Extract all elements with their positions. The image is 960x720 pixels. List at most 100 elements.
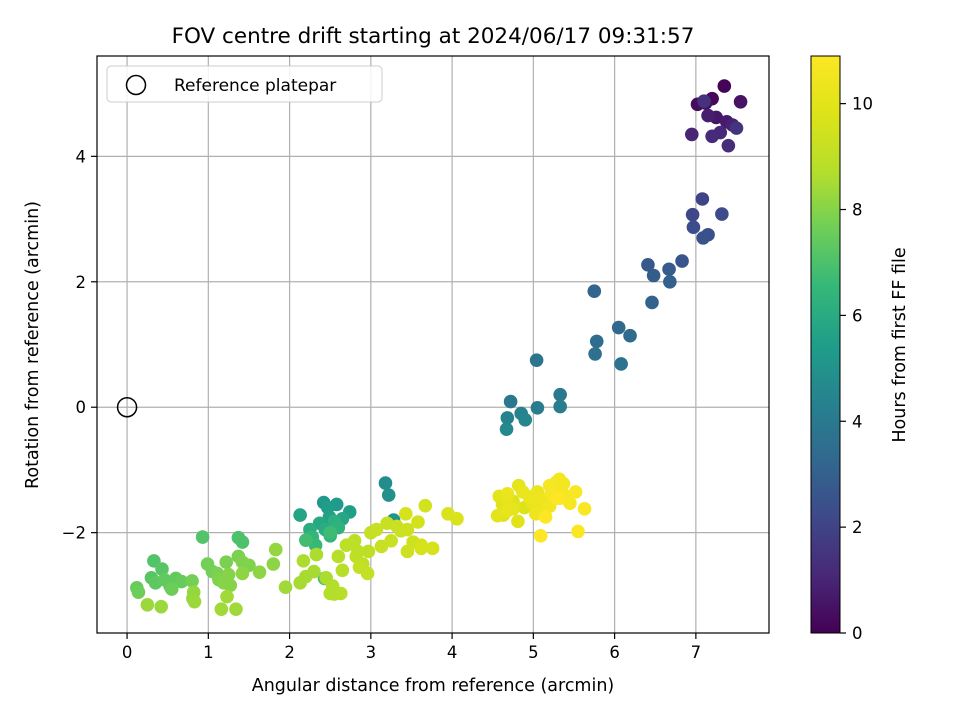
data-point [381, 488, 396, 502]
data-point [195, 530, 210, 544]
x-tick-label: 5 [528, 643, 539, 662]
data-point [556, 476, 571, 491]
data-point [185, 574, 199, 588]
data-points [130, 79, 748, 616]
y-axis-ticks: −2 0 2 4 [62, 147, 97, 543]
data-point [400, 522, 415, 537]
data-point [398, 507, 413, 521]
data-point [696, 231, 710, 245]
data-point [378, 476, 393, 490]
data-point [705, 129, 719, 144]
data-point [361, 544, 376, 559]
grid-lines [97, 56, 769, 633]
data-point [553, 399, 567, 414]
data-point [235, 535, 250, 549]
data-point [323, 525, 338, 540]
data-point [384, 534, 398, 548]
data-point [155, 562, 169, 576]
legend-box [106, 65, 383, 103]
data-point [511, 514, 525, 529]
colorbar-tick-label: 4 [852, 412, 863, 431]
data-point [278, 580, 293, 595]
legend-entry-reference-platepar: Reference platepar [174, 76, 336, 96]
plot-frame [96, 55, 770, 634]
data-point [157, 572, 172, 587]
data-point [697, 94, 711, 108]
data-point [174, 574, 189, 589]
data-point [701, 108, 715, 123]
colorbar-label: Hours from first FF file [890, 247, 910, 442]
x-tick-label: 4 [447, 643, 458, 662]
data-point [518, 412, 533, 427]
data-point [695, 192, 710, 206]
data-point [333, 586, 348, 601]
colorbar-tick-label: 0 [852, 624, 863, 643]
data-point [500, 486, 515, 501]
data-point [685, 207, 700, 222]
data-point [131, 585, 146, 600]
data-point [252, 565, 267, 579]
data-point [331, 549, 346, 564]
plot-area [96, 55, 770, 634]
data-point [214, 602, 229, 616]
data-point [187, 594, 202, 609]
data-point [538, 510, 553, 524]
data-point [309, 547, 324, 562]
data-point [500, 411, 515, 425]
x-tick-label: 0 [122, 643, 133, 662]
x-tick-label: 1 [203, 643, 214, 662]
data-point [229, 602, 243, 616]
data-point [293, 508, 307, 522]
data-point [499, 422, 514, 436]
data-point [221, 567, 236, 582]
data-point [268, 542, 283, 557]
data-point [553, 387, 567, 402]
y-axis-label: Rotation from reference (arcmin) [23, 201, 43, 489]
colorbar: 0 2 4 6 8 10 Hours from first FF file [810, 55, 910, 643]
data-point [154, 599, 168, 614]
legend-reference-marker [125, 74, 147, 96]
data-point [614, 357, 628, 371]
x-axis-label: Angular distance from reference (arcmin) [252, 676, 615, 696]
data-point [662, 262, 676, 277]
data-point [425, 541, 440, 556]
data-point [530, 401, 545, 415]
data-point [550, 491, 565, 505]
y-tick-label: 2 [76, 273, 87, 292]
data-point [219, 555, 233, 569]
x-tick-label: 6 [609, 643, 620, 662]
y-tick-label: −2 [62, 524, 86, 543]
data-point [588, 347, 602, 361]
chart-title: FOV centre drift starting at 2024/06/17 … [172, 24, 695, 49]
colorbar-tick-label: 6 [852, 306, 863, 325]
colorbar-ticks: 0 2 4 6 8 10 [840, 95, 873, 643]
colorbar-tick-label: 2 [852, 518, 863, 537]
x-tick-label: 2 [284, 643, 295, 662]
colorbar-tick-label: 10 [852, 95, 873, 114]
data-point [715, 207, 729, 221]
data-point [299, 533, 313, 547]
data-point [685, 127, 699, 142]
data-point [733, 94, 748, 109]
data-point [220, 589, 234, 604]
data-point [577, 502, 592, 516]
data-point [646, 268, 661, 283]
data-point [140, 597, 155, 612]
data-point [589, 334, 604, 349]
reference-platepar-marker [116, 396, 138, 418]
data-point [533, 528, 548, 543]
data-point [611, 320, 626, 335]
data-point [500, 503, 515, 518]
data-point [717, 79, 732, 93]
data-point [235, 566, 250, 581]
data-point [360, 566, 375, 581]
data-point [721, 138, 736, 153]
data-point [529, 353, 544, 367]
data-point [587, 284, 602, 298]
colorbar-gradient [810, 55, 841, 634]
data-point [223, 578, 238, 593]
x-axis-ticks: 0 1 2 3 4 5 6 7 [122, 633, 701, 662]
colorbar-tick-label: 8 [852, 201, 863, 220]
data-point [663, 274, 677, 289]
data-point [503, 394, 518, 409]
